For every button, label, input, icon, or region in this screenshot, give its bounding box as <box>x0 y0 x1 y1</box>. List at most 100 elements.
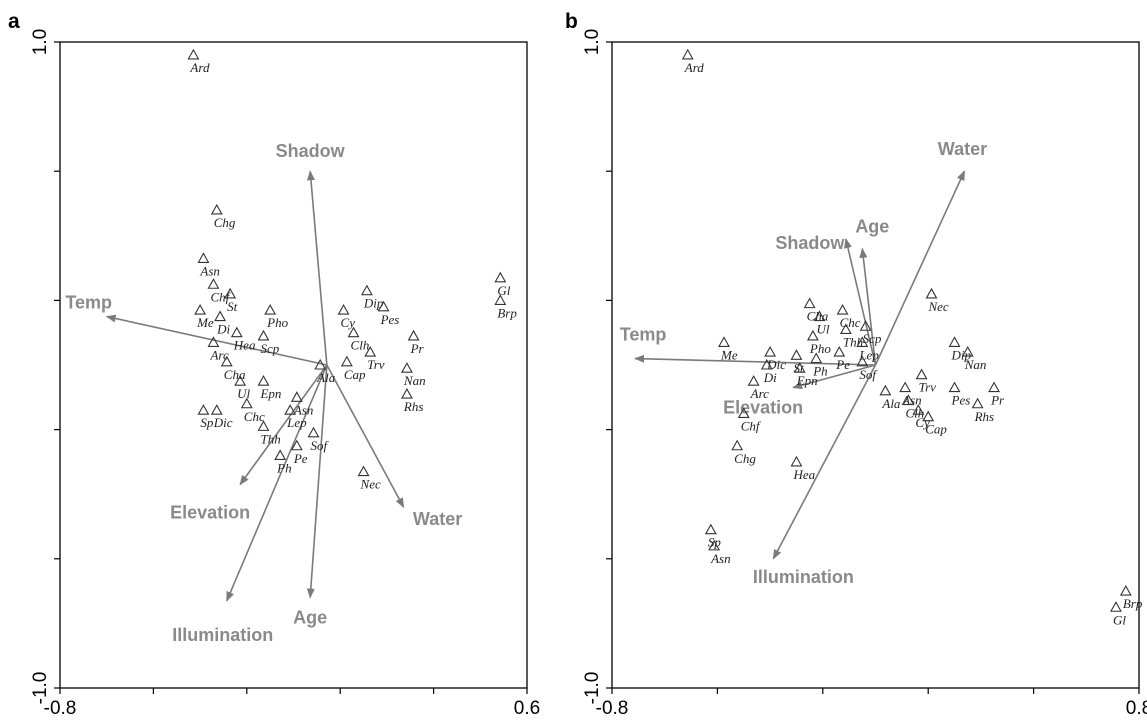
species-label-brp: Brp <box>497 305 517 320</box>
arrow-elevation <box>239 364 328 486</box>
arrow-elevation <box>792 364 876 390</box>
species-point-dip <box>948 336 961 347</box>
species-point-gl <box>494 271 507 283</box>
species-label-ul: Ul <box>237 386 250 401</box>
species-point-asn <box>197 252 210 263</box>
species-label-me: Me <box>720 347 738 362</box>
species-label-sof: Sof <box>859 367 878 382</box>
species-point-me <box>194 303 207 315</box>
species-label-trv: Trv <box>919 380 937 395</box>
species-label-asn: Asn <box>293 402 314 417</box>
species-point-nan <box>400 362 413 373</box>
y-tick-label-max: 1.0 <box>582 29 603 55</box>
arrow-label-age: Age <box>855 217 889 237</box>
species-point-pr <box>407 329 420 341</box>
species-point-epn <box>793 362 806 373</box>
species-point-sof <box>307 426 320 438</box>
species-label-clh: Clh <box>351 338 370 353</box>
species-label-chg: Chg <box>734 451 756 466</box>
species-label-trv: Trv <box>367 357 385 372</box>
species-label-pr: Pr <box>990 393 1005 408</box>
species-label-di: Di <box>216 322 230 337</box>
panel-b: b -0.8 0.8 1.0 -1.0 Water Age Shadow Temp Elevati… <box>565 10 1147 719</box>
arrow-label-water: Water <box>938 139 987 159</box>
species-label-cy: Cy <box>915 415 930 430</box>
arrow-temp <box>105 314 328 366</box>
plot-frame <box>59 41 528 689</box>
species-label-asn: Asn <box>199 263 220 278</box>
arrow-shadow <box>844 238 877 366</box>
species-point-me <box>718 336 730 347</box>
species-label-chc: Chc <box>840 315 861 330</box>
species-label-di: Di <box>763 370 777 385</box>
species-label-asn: Asn <box>710 551 731 566</box>
species-label-lep: Lep <box>286 415 307 430</box>
species-point-di <box>760 358 773 370</box>
y-tick-label-min: -1.0 <box>30 672 51 705</box>
species-label-nec: Nec <box>927 299 948 314</box>
species-label-scp: Scp <box>863 331 882 346</box>
species-point-clh <box>347 326 360 338</box>
arrow-water <box>326 364 405 508</box>
species-point-rhs <box>971 397 984 409</box>
species-point-lep <box>284 404 297 415</box>
species-label-ard: Ard <box>189 60 210 75</box>
species-point-dip <box>360 284 373 296</box>
species-point-brp <box>1119 584 1132 596</box>
species-label-ph: Ph <box>812 364 827 379</box>
panel-label-b: b <box>565 10 578 33</box>
species-point-asn <box>708 539 721 551</box>
species-point-cap <box>922 410 935 422</box>
species-point-thh <box>257 420 270 431</box>
species-point-ul <box>234 375 247 386</box>
species-label-ala: Ala <box>316 370 336 385</box>
species-label-nec: Nec <box>360 477 381 492</box>
species-point-ala <box>879 384 892 396</box>
species-label-pe: Pe <box>835 357 850 372</box>
plot-frame <box>611 41 1140 689</box>
species-label-cap: Cap <box>925 422 947 437</box>
species-point-chc <box>836 303 849 315</box>
species-point-ph <box>274 449 287 460</box>
species-label-epn: Epn <box>796 373 818 388</box>
species-point-rhs <box>400 387 413 399</box>
species-point-brp <box>494 294 507 305</box>
species-label-hea: Hea <box>792 467 815 482</box>
species-point-st <box>790 349 803 360</box>
species-label-gl: Gl <box>497 283 510 298</box>
species-point-arc <box>207 336 220 347</box>
species-label-arc: Arc <box>209 347 229 362</box>
species-label-rhs: Rhs <box>403 399 424 414</box>
species-point-cap <box>340 355 353 367</box>
panel-label-a: a <box>8 10 20 33</box>
species-point-dic <box>764 345 777 357</box>
arrow-label-illumination: Illumination <box>172 625 273 645</box>
species-label-dip: Dip <box>363 296 384 311</box>
arrow-age <box>859 247 877 366</box>
species-label-chc: Chc <box>244 409 265 424</box>
species-point-chg <box>731 439 744 451</box>
species-point-st <box>224 287 237 299</box>
species-label-clh: Clh <box>905 406 924 421</box>
species-point-dic <box>210 404 223 415</box>
species-point-trv <box>915 368 928 380</box>
y-tick-label-max: 1.0 <box>30 29 51 55</box>
species-label-st: St <box>793 360 804 375</box>
species-label-ph: Ph <box>276 460 291 475</box>
arrow-temp <box>634 354 876 366</box>
species-label-pho: Pho <box>809 341 831 356</box>
species-point-pes <box>948 381 961 393</box>
species-label-arc: Arc <box>750 386 770 401</box>
species-point-cy <box>912 404 925 415</box>
species-label-nan: Nan <box>964 357 987 372</box>
arrow-label-shadow: Shadow <box>276 141 346 161</box>
species-label-cha: Cha <box>224 367 246 382</box>
species-label-dip: Dip <box>951 347 972 362</box>
species-label-pr: Pr <box>410 341 425 356</box>
species-point-sp <box>704 523 717 535</box>
species-label-pes: Pes <box>380 312 400 327</box>
species-point-chg <box>210 203 223 215</box>
species-point-sp <box>197 404 210 415</box>
species-label-brp: Brp <box>1123 596 1143 611</box>
